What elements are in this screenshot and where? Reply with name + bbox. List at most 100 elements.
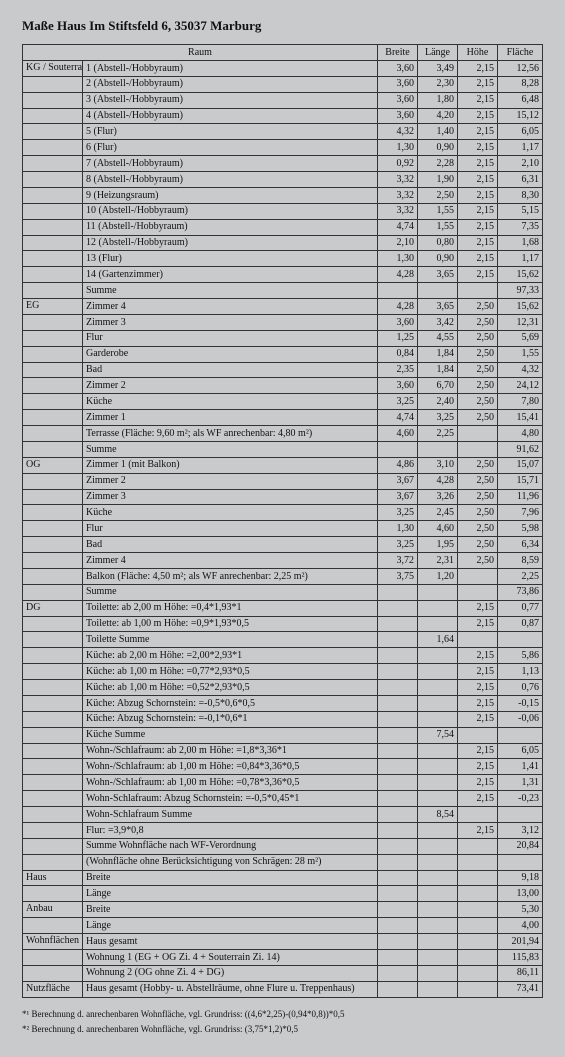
cell-description: 8 (Abstell-/Hobbyraum) [83,172,378,188]
cell-l [418,965,458,981]
cell-h: 2,15 [458,124,498,140]
cell-h: 2,15 [458,711,498,727]
cell-b [378,791,418,807]
cell-h: 2,50 [458,330,498,346]
table-row: Zimmer 33,603,422,5012,31 [23,314,543,330]
cell-l [418,918,458,934]
cell-description: Zimmer 1 [83,410,378,426]
cell-f: 1,68 [498,235,543,251]
table-row: Zimmer 14,743,252,5015,41 [23,410,543,426]
cell-description: 13 (Flur) [83,251,378,267]
cell-h: 2,15 [458,759,498,775]
cell-f: 3,12 [498,822,543,838]
cell-category [23,648,83,664]
cell-b: 3,60 [378,378,418,394]
table-row: Küche: ab 1,00 m Höhe: =0,77*2,93*0,52,1… [23,664,543,680]
cell-description: 14 (Gartenzimmer) [83,267,378,283]
cell-h: 2,15 [458,251,498,267]
table-row: Zimmer 33,673,262,5011,96 [23,489,543,505]
cell-category [23,791,83,807]
cell-h: 2,50 [458,489,498,505]
table-row: 5 (Flur)4,321,402,156,05 [23,124,543,140]
cell-f: 15,71 [498,473,543,489]
cell-description: Wohnung 2 (OG ohne Zi. 4 + DG) [83,965,378,981]
cell-f: 4,32 [498,362,543,378]
cell-h [458,949,498,965]
cell-h: 2,50 [458,410,498,426]
cell-b: 3,60 [378,60,418,76]
cell-b [378,918,418,934]
cell-category [23,251,83,267]
cell-h [458,727,498,743]
cell-description: Zimmer 2 [83,378,378,394]
cell-b: 3,25 [378,394,418,410]
cell-h: 2,15 [458,140,498,156]
cell-b [378,727,418,743]
cell-category [23,965,83,981]
cell-category [23,489,83,505]
cell-category [23,187,83,203]
table-row: Küche3,252,402,507,80 [23,394,543,410]
cell-category [23,807,83,823]
cell-category [23,92,83,108]
cell-category: EG [23,299,83,315]
cell-description: 3 (Abstell-/Hobbyraum) [83,92,378,108]
cell-f: 11,96 [498,489,543,505]
cell-f: 12,31 [498,314,543,330]
cell-category [23,441,83,457]
cell-description: Summe [83,584,378,600]
table-row: DGToilette: ab 2,00 m Höhe: =0,4*1,93*12… [23,600,543,616]
cell-description: Küche: ab 1,00 m Höhe: =0,52*2,93*0,5 [83,680,378,696]
cell-b: 3,25 [378,505,418,521]
cell-b: 3,67 [378,489,418,505]
cell-description: Küche [83,505,378,521]
cell-l: 3,42 [418,314,458,330]
cell-l [418,664,458,680]
table-row: Küche: ab 2,00 m Höhe: =2,00*2,93*12,155… [23,648,543,664]
table-row: Zimmer 23,606,702,5024,12 [23,378,543,394]
cell-l: 2,45 [418,505,458,521]
table-row: Toilette Summe1,64 [23,632,543,648]
cell-h [458,918,498,934]
cell-b: 3,60 [378,314,418,330]
table-row: Wohn-/Schlafraum: ab 1,00 m Höhe: =0,84*… [23,759,543,775]
cell-category [23,172,83,188]
cell-category [23,394,83,410]
cell-b [378,775,418,791]
cell-h: 2,15 [458,267,498,283]
cell-f: 20,84 [498,838,543,854]
cell-l: 2,50 [418,187,458,203]
cell-h [458,441,498,457]
cell-description: Balkon (Fläche: 4,50 m²; als WF anrechen… [83,568,378,584]
cell-f: 0,76 [498,680,543,696]
cell-l [418,441,458,457]
cell-l: 1,80 [418,92,458,108]
cell-f: 0,77 [498,600,543,616]
cell-f: 7,96 [498,505,543,521]
table-row: Wohn-Schlafraum Summe8,54 [23,807,543,823]
cell-f: 6,05 [498,743,543,759]
cell-f: 15,07 [498,457,543,473]
cell-category [23,743,83,759]
cell-b [378,711,418,727]
cell-category [23,553,83,569]
cell-b [378,886,418,902]
cell-h: 2,50 [458,505,498,521]
cell-b: 3,75 [378,568,418,584]
cell-l [418,759,458,775]
cell-description: Zimmer 4 [83,553,378,569]
cell-l: 0,90 [418,140,458,156]
cell-h [458,965,498,981]
cell-description: Zimmer 3 [83,489,378,505]
cell-b: 0,92 [378,156,418,172]
cell-b: 3,25 [378,537,418,553]
cell-f: 73,41 [498,981,543,997]
cell-f: 2,25 [498,568,543,584]
footnote-2: *² Berechnung d. anrechenbaren Wohnfläch… [22,1023,543,1037]
table-row: 10 (Abstell-/Hobbyraum)3,321,552,155,15 [23,203,543,219]
cell-l [418,695,458,711]
table-row: Flur1,304,602,505,98 [23,521,543,537]
cell-l [418,775,458,791]
table-row: Küche3,252,452,507,96 [23,505,543,521]
cell-l [418,838,458,854]
